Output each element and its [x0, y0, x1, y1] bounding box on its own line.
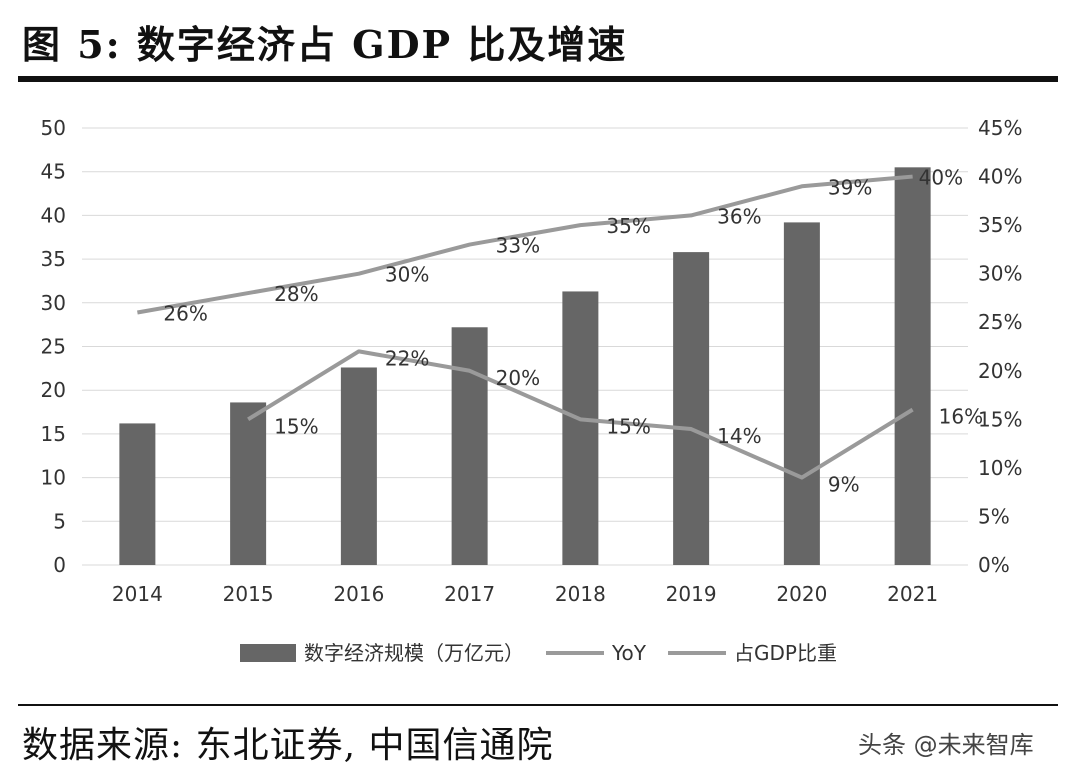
- y-left-tick-label: 35: [41, 247, 66, 271]
- y-left-tick-label: 15: [41, 422, 66, 446]
- source-rule: [18, 704, 1058, 706]
- y-left-tick-label: 25: [41, 335, 66, 359]
- bar: [230, 402, 267, 565]
- legend-label: 占GDP比重: [734, 641, 837, 665]
- gdp-share-line: [137, 174, 913, 315]
- data-label: 15%: [274, 414, 318, 438]
- data-label: 39%: [828, 175, 872, 199]
- y-left-tick-label: 5: [53, 509, 66, 533]
- y-right-tick-label: 35%: [978, 213, 1022, 237]
- y-left-tick-label: 20: [41, 378, 66, 402]
- y-right-tick-label: 45%: [978, 116, 1022, 140]
- y-left-tick-label: 45: [41, 160, 66, 184]
- bar: [783, 222, 820, 565]
- data-label: 26%: [163, 302, 207, 326]
- chart-title: 图 5: 数字经济占 GDP 比及增速: [22, 22, 628, 67]
- data-label: 22%: [385, 346, 429, 370]
- data-label: 20%: [496, 366, 540, 390]
- bar: [119, 423, 156, 565]
- data-label: 30%: [385, 263, 429, 287]
- data-label: 35%: [606, 214, 650, 238]
- y-right-tick-label: 0%: [978, 553, 1010, 577]
- x-tick-label: 2016: [333, 582, 384, 606]
- data-label: 16%: [939, 405, 983, 429]
- y-right-tick-label: 30%: [978, 262, 1022, 286]
- x-tick-label: 2014: [112, 582, 163, 606]
- legend-label: 数字经济规模（万亿元）: [304, 641, 524, 665]
- legend-label: YoY: [611, 641, 647, 665]
- bar: [673, 252, 710, 565]
- y-left-tick-label: 30: [41, 291, 66, 315]
- x-tick-label: 2018: [555, 582, 606, 606]
- x-tick-label: 2017: [444, 582, 495, 606]
- y-right-tick-label: 40%: [978, 165, 1022, 189]
- data-label: 9%: [828, 473, 860, 497]
- data-label: 28%: [274, 282, 318, 306]
- bar: [894, 167, 931, 565]
- x-tick-label: 2019: [666, 582, 717, 606]
- y-right-tick-label: 20%: [978, 359, 1022, 383]
- watermark: 头条 @未来智库: [858, 731, 1034, 759]
- legend-swatch-bar: [240, 644, 296, 662]
- y-right-tick-label: 10%: [978, 456, 1022, 480]
- data-label: 14%: [717, 424, 761, 448]
- y-right-tick-label: 5%: [978, 504, 1010, 528]
- title-rule: [18, 76, 1058, 82]
- bar: [562, 291, 599, 565]
- chart-area: 0 5 10 15 20 25 30 35 40 45 50 0% 5% 10% 15% 20% 25% 30% 3…: [41, 116, 1023, 665]
- x-tick-label: 2021: [887, 582, 938, 606]
- x-tick-label: 2015: [223, 582, 274, 606]
- data-label: 40%: [919, 166, 963, 190]
- y-right-tick-label: 15%: [978, 407, 1022, 431]
- source-note: 数据来源: 东北证券, 中国信通院: [22, 725, 554, 766]
- data-label: 15%: [606, 414, 650, 438]
- y-left-tick-label: 50: [41, 116, 66, 140]
- data-label: 33%: [496, 234, 540, 258]
- bar: [451, 327, 488, 565]
- yoy-line: [247, 349, 914, 480]
- y-left-tick-label: 10: [41, 466, 66, 490]
- bar: [340, 367, 377, 565]
- x-tick-label: 2020: [776, 582, 827, 606]
- y-left-tick-label: 40: [41, 203, 66, 227]
- y-right-tick-label: 25%: [978, 310, 1022, 334]
- data-label: 36%: [717, 204, 761, 228]
- y-left-tick-label: 0: [53, 553, 66, 577]
